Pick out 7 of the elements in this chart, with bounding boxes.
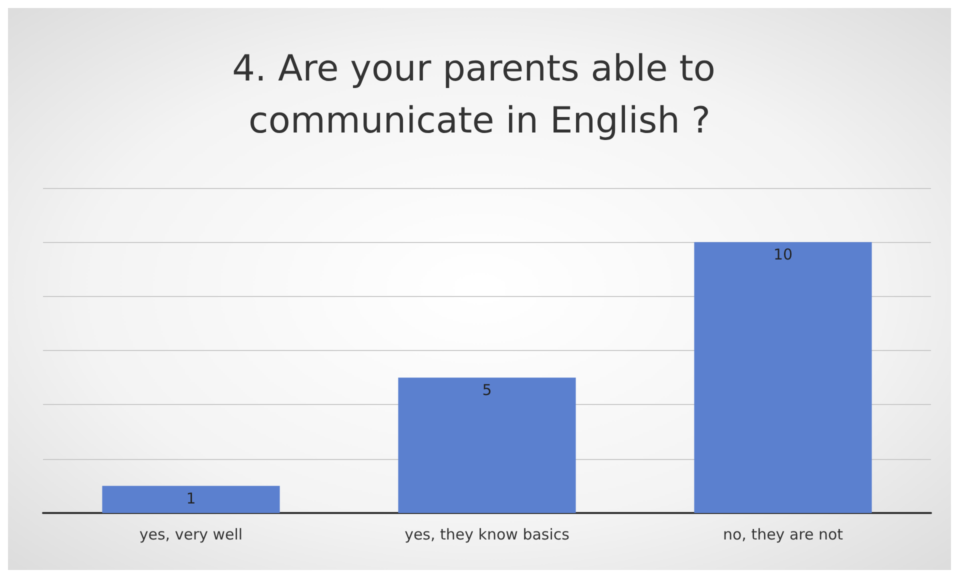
data-label: 5 <box>482 381 492 400</box>
data-label: 1 <box>186 489 196 508</box>
x-tick-label: yes, they know basics <box>404 526 570 544</box>
chart-title: 4. Are your parents able to communicate in English ? <box>232 48 727 142</box>
x-tick-label: no, they are not <box>722 526 844 544</box>
x-tick-label: yes, very well <box>139 526 243 544</box>
data-label: 10 <box>773 246 793 264</box>
